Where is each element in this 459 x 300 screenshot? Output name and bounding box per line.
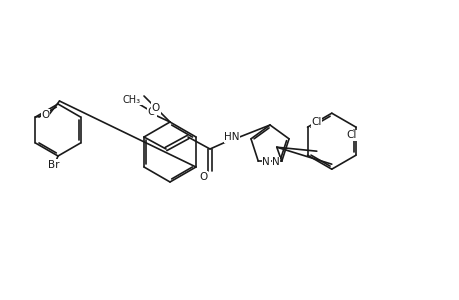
Text: HN: HN xyxy=(224,132,239,142)
Text: Cl: Cl xyxy=(311,117,321,127)
Text: O: O xyxy=(147,107,156,117)
Text: O: O xyxy=(41,110,50,120)
Text: Br: Br xyxy=(48,160,60,170)
Text: N: N xyxy=(271,157,279,167)
Text: O: O xyxy=(198,172,207,182)
Text: O: O xyxy=(151,103,160,113)
Text: methoxy: methoxy xyxy=(131,101,137,103)
Text: N: N xyxy=(262,157,269,167)
Text: Cl: Cl xyxy=(346,130,357,140)
Text: CH₃: CH₃ xyxy=(123,95,141,105)
